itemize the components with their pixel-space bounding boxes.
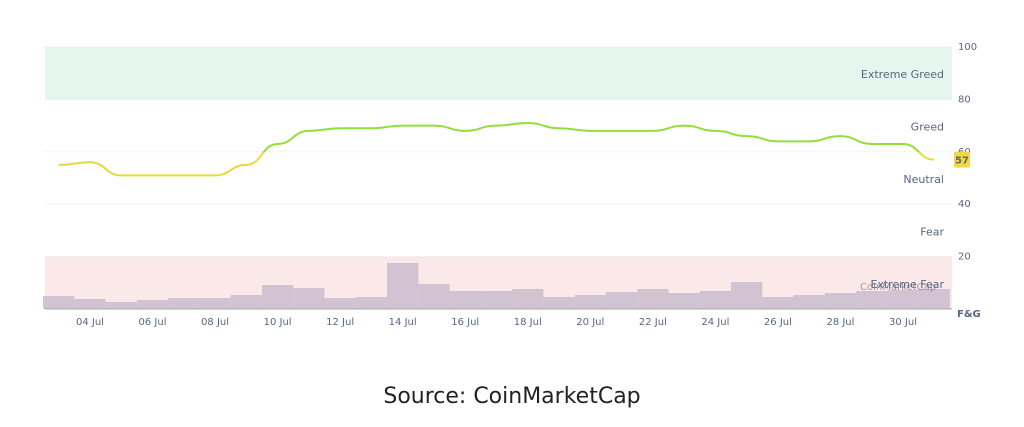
x-tick-label: 20 Jul: [576, 317, 604, 328]
volume-bar: [449, 291, 481, 309]
volume-bar: [355, 297, 388, 309]
x-tick-label: 04 Jul: [76, 317, 104, 328]
x-tick-label: 06 Jul: [139, 317, 167, 328]
caption: Source: CoinMarketCap: [383, 384, 640, 409]
volume-bar: [105, 302, 137, 309]
zone-band: [45, 47, 952, 100]
zone-label: Extreme Fear: [870, 278, 944, 291]
zone-label: Greed: [911, 121, 944, 134]
volume-bar: [293, 288, 325, 309]
x-tick-label: 10 Jul: [264, 317, 292, 328]
y-tick-label: 80: [958, 94, 971, 105]
volume-bar: [918, 289, 950, 309]
volume-bar: [136, 300, 169, 309]
volume-bar: [168, 298, 200, 309]
volume-bar: [261, 285, 294, 309]
volume-bar: [387, 263, 419, 309]
volume-bar: [605, 292, 638, 309]
volume-bar: [699, 291, 732, 309]
volume-bar: [731, 282, 763, 309]
volume-bar: [230, 295, 262, 309]
y-tick-label: 20: [958, 252, 971, 263]
x-tick-label: 12 Jul: [326, 317, 354, 328]
volume-bar: [43, 296, 75, 309]
volume-bar: [574, 295, 606, 309]
axis-label: F&G: [957, 309, 981, 320]
volume-bar: [418, 284, 450, 309]
volume-bar: [324, 298, 356, 309]
volume-bar: [512, 289, 544, 309]
volume-bar: [856, 291, 888, 309]
volume-bar: [668, 293, 700, 309]
zone-label: Extreme Greed: [861, 68, 944, 81]
watermark: CoinMarketCap: [860, 282, 936, 293]
volume-bar: [762, 297, 794, 309]
volume-bar: [793, 295, 825, 309]
x-tick-label: 22 Jul: [639, 317, 667, 328]
x-tick-label: 30 Jul: [889, 317, 917, 328]
x-tick-label: 26 Jul: [764, 317, 792, 328]
zone-label: Fear: [920, 225, 944, 238]
volume-bar: [887, 290, 919, 309]
x-tick-label: 28 Jul: [826, 317, 854, 328]
x-tick-label: 14 Jul: [389, 317, 417, 328]
x-tick-label: 18 Jul: [514, 317, 542, 328]
y-tick-label: 100: [958, 42, 977, 53]
volume-bar: [637, 289, 669, 309]
latest-badge: [954, 151, 970, 168]
y-tick-label: 40: [958, 199, 971, 210]
volume-bar: [480, 291, 513, 309]
latest-label: 57: [955, 156, 969, 167]
x-tick-label: 16 Jul: [451, 317, 479, 328]
volume-bar: [199, 298, 231, 309]
x-tick-label: 24 Jul: [701, 317, 729, 328]
zone-label: Neutral: [903, 173, 944, 186]
x-tick-label: 08 Jul: [201, 317, 229, 328]
volume-bar: [543, 297, 575, 309]
volume-bar: [74, 299, 106, 309]
fg-line: [58, 121, 935, 177]
volume-bar: [824, 293, 857, 309]
